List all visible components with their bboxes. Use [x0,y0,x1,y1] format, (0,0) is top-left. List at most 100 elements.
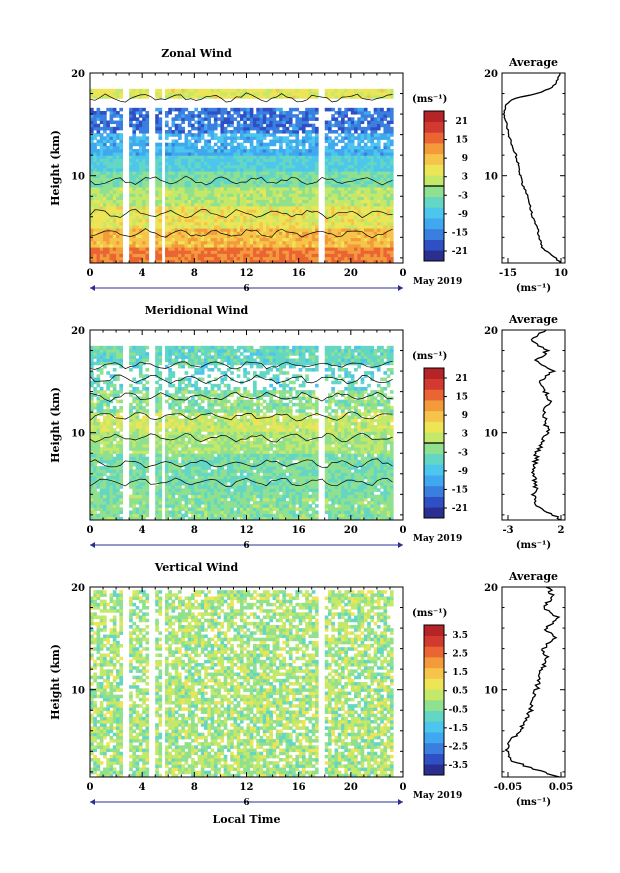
heatmap-cell [142,250,146,254]
heatmap-cell [129,206,133,210]
heatmap-cell [236,225,241,229]
heatmap-cell [132,183,137,188]
heatmap-cell [204,234,208,239]
heatmap-cell [181,152,185,156]
heatmap-cell [236,142,241,147]
heatmap-cell [226,152,231,156]
heatmap-cell [135,187,140,191]
heatmap-cell [373,187,378,191]
heatmap-cell [129,107,133,112]
heatmap-cell [116,183,120,188]
heatmap-cell [109,117,114,121]
heatmap-cell [328,237,332,242]
heatmap-cell [168,206,172,210]
heatmap-cell [93,415,97,420]
heatmap-cell [230,215,234,220]
heatmap-cell [305,95,309,99]
heatmap-cell [259,88,264,93]
heatmap-cell [243,117,247,121]
heatmap-cell [314,168,319,172]
heatmap-cell [331,123,335,128]
heatmap-cell [106,425,110,429]
heatmap-cell [328,120,332,125]
heatmap-cell [367,187,371,191]
heatmap-cell [103,380,107,385]
heatmap-cell [256,130,260,134]
heatmap-cell [174,174,179,178]
heatmap-cell [275,209,280,213]
heatmap-cell [386,209,391,213]
heatmap-cell [357,231,362,235]
heatmap-cell [191,206,195,210]
heatmap-cell [96,164,101,169]
heatmap-cell [138,180,143,185]
heatmap-cell [213,92,218,96]
heatmap-cell [168,199,172,204]
heatmap-cell [272,92,277,96]
heatmap-cell [324,183,329,188]
heatmap-cell [204,164,208,169]
heatmap-cell [200,209,205,213]
heatmap-cell [197,206,202,210]
heatmap-cell [331,180,335,185]
heatmap-cell [360,250,365,254]
heatmap-cell [249,158,254,163]
heatmap-cell [178,161,182,166]
heatmap-cell [354,183,358,188]
heatmap-cell [187,133,192,137]
heatmap-cell [223,228,228,232]
heatmap-cell [301,142,306,147]
heatmap-cell [96,507,101,511]
heatmap-cell [347,123,352,128]
heatmap-cell [210,215,215,220]
heatmap-cell [93,459,97,464]
heatmap-cell [370,92,375,96]
heatmap-cell [119,390,123,394]
heatmap-cell [103,130,107,134]
heatmap-cell [187,250,192,254]
heatmap-cell [109,145,114,150]
heatmap-cell [96,256,101,261]
heatmap-cell [350,120,355,125]
heatmap-cell [370,155,375,159]
day-label: 6 [243,284,249,294]
heatmap-cell [262,187,267,191]
heatmap-cell [132,431,137,435]
heatmap-cell [194,177,198,182]
heatmap-cell [262,171,267,175]
colorbar-tick-label: 21 [455,117,468,127]
heatmap-cell [103,174,107,178]
heatmap-cell [158,228,163,232]
heatmap-cell [298,123,303,128]
heatmap-cell [357,228,362,232]
heatmap-cell [383,142,388,147]
heatmap-cell [350,256,355,261]
heatmap-cell [334,111,339,115]
heatmap-cell [103,399,107,404]
heatmap-cell [112,240,117,245]
heatmap-cell [341,218,345,223]
heatmap-cell [223,183,228,188]
heatmap-cell [90,440,94,445]
heatmap-cell [308,215,313,220]
heatmap-cell [373,161,378,166]
heatmap-cell [253,183,257,188]
heatmap-cell [376,237,381,242]
heatmap-cell [249,209,254,213]
heatmap-cell [363,177,368,182]
heatmap-cell [129,478,133,483]
heatmap-cell [90,130,94,134]
heatmap-cell [363,209,368,213]
heatmap-cell [324,225,329,229]
heatmap-cell [292,180,296,185]
heatmap-cell [106,450,110,454]
heatmap-cell [249,161,254,166]
heatmap-cell [99,111,104,115]
heatmap-cell [357,168,362,172]
heatmap-cell [112,126,117,131]
heatmap-cell [93,463,97,467]
heatmap-cell [138,504,143,508]
heatmap-cell [187,171,192,175]
heatmap-cell [275,234,280,239]
